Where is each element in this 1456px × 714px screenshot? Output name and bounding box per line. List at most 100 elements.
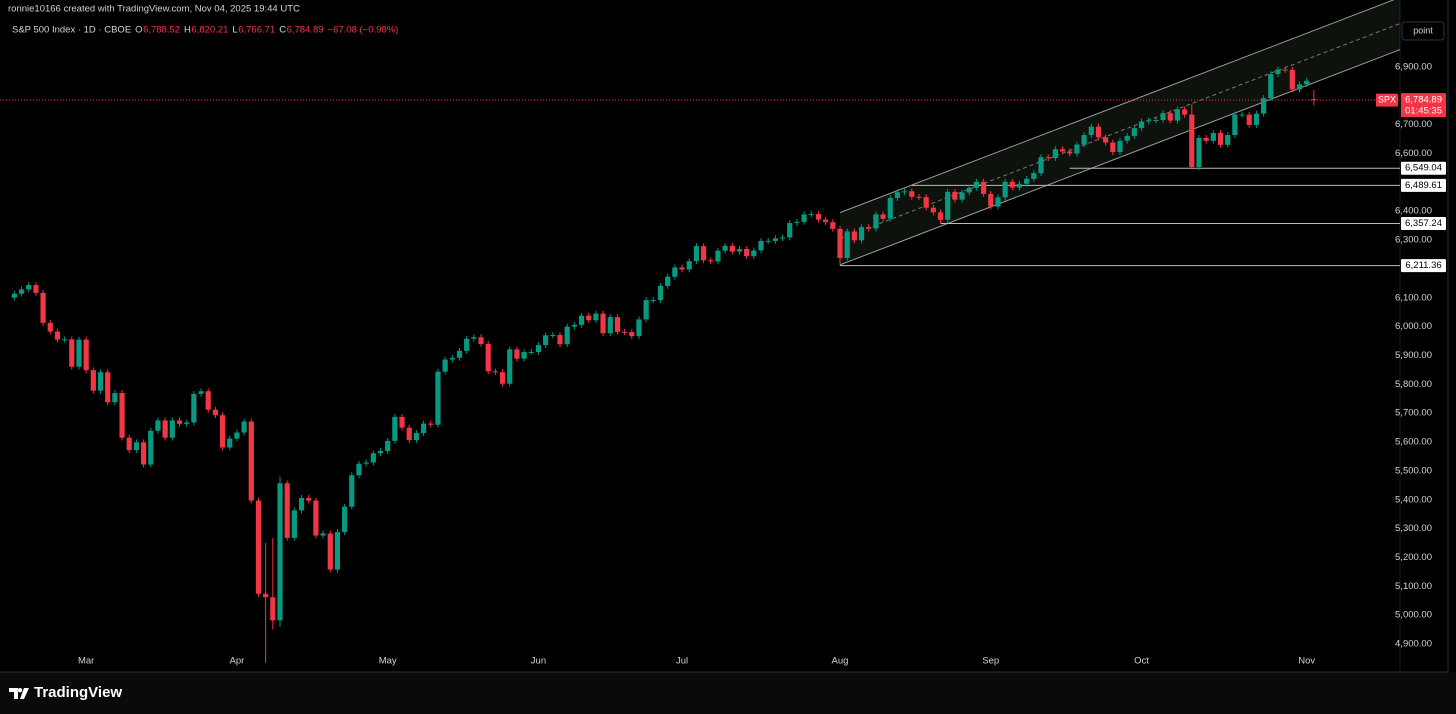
candle-body <box>191 393 197 423</box>
candle-body <box>370 453 376 463</box>
logo: TradingView <box>9 684 122 701</box>
candle-body <box>622 331 628 333</box>
point-button[interactable] <box>1401 21 1445 41</box>
candle-body <box>952 191 958 200</box>
y-tick-label: 5,000.00 <box>1395 610 1432 621</box>
candle-body <box>133 442 140 451</box>
candle-body <box>377 450 384 454</box>
candle-body <box>866 227 872 229</box>
candle-body <box>1088 126 1094 136</box>
candle-body <box>313 500 319 536</box>
level-label: 6,489.61 <box>1405 180 1442 191</box>
candle-body <box>291 510 297 538</box>
y-tick-label: 5,700.00 <box>1395 408 1432 419</box>
candle-body <box>995 197 1001 207</box>
candle-body <box>693 246 700 262</box>
candle-body <box>1131 128 1137 136</box>
candle-body <box>751 250 757 257</box>
candle-body <box>456 350 463 358</box>
candle-body <box>435 371 441 425</box>
candle-body <box>76 339 82 367</box>
candle-body <box>162 420 168 438</box>
candle-body <box>1289 69 1295 90</box>
candle-body <box>212 409 218 416</box>
candle-body <box>1031 173 1037 179</box>
legend-symbol: S&P 500 Index · 1D · CBOE <box>12 25 131 36</box>
candle-body <box>1253 113 1260 125</box>
level-label: 6,211.36 <box>1405 260 1441 271</box>
candle-body <box>241 421 247 433</box>
candle-body <box>823 219 829 223</box>
candle-body <box>126 437 132 451</box>
candle-body <box>1196 137 1202 168</box>
candle-body <box>1225 135 1231 145</box>
candle-body <box>499 372 506 384</box>
candle-body <box>1268 74 1274 99</box>
candle-body <box>1138 121 1145 129</box>
candle-body <box>18 289 25 294</box>
candle-body <box>966 187 972 193</box>
legend: S&P 500 Index · 1D · CBOE O 6,788.52 H 6,820… <box>12 25 398 36</box>
candle-body <box>1296 84 1303 90</box>
candle-body <box>980 181 987 194</box>
candle-body <box>119 392 125 438</box>
legend-c-label: C <box>279 25 286 36</box>
candle-body <box>1246 114 1252 125</box>
countdown-label: 01:45:35 <box>1405 106 1442 117</box>
candle-body <box>320 533 326 536</box>
x-tick-label: Sep <box>982 656 999 667</box>
candle-body <box>277 483 283 621</box>
legend-l-label: L <box>232 25 237 36</box>
last-price-box <box>1401 93 1446 118</box>
y-tick-label: 5,600.00 <box>1395 437 1432 448</box>
candle-body <box>902 191 908 193</box>
footer-bar <box>0 672 1456 714</box>
candle-body <box>600 313 606 334</box>
candle-body <box>478 337 484 344</box>
candle-body <box>442 359 448 372</box>
candle-body <box>83 339 89 371</box>
candle-body <box>1153 120 1159 122</box>
candle-body <box>69 339 75 367</box>
candle-body <box>787 223 793 238</box>
candle-body <box>586 315 592 321</box>
candle-body <box>1024 178 1030 184</box>
candle-body <box>830 222 836 229</box>
candle-body <box>198 391 204 394</box>
candle-body <box>593 313 599 321</box>
candle-body <box>614 317 621 332</box>
candle-body <box>298 498 305 511</box>
candle-body <box>399 416 405 428</box>
point-button-label[interactable]: point <box>1413 25 1433 35</box>
candle-body <box>413 433 420 441</box>
candle-body <box>263 593 269 598</box>
candle-body <box>708 260 714 262</box>
candle-body <box>54 331 61 340</box>
candle-body <box>1124 135 1130 141</box>
candle-body <box>1081 135 1087 145</box>
candle-body <box>514 349 520 359</box>
y-tick-label: 4,900.00 <box>1395 639 1432 650</box>
candle-body <box>744 249 750 257</box>
x-tick-label: Apr <box>230 656 245 667</box>
candle-body <box>1239 114 1245 116</box>
y-tick-label: 5,500.00 <box>1395 465 1432 476</box>
legend-o: 6,788.52 <box>143 25 180 36</box>
candle-body <box>1117 140 1123 153</box>
candle-body <box>543 335 549 346</box>
x-tick-label: Oct <box>1134 656 1149 667</box>
symbol-tag <box>1376 93 1398 107</box>
channel-median <box>839 23 1401 240</box>
candle-body <box>1002 181 1008 198</box>
brand: TradingView <box>34 684 122 701</box>
level-label-box <box>1401 259 1446 273</box>
y-tick-label: 6,400.00 <box>1395 206 1432 217</box>
candle-body <box>205 391 211 410</box>
candle-body <box>528 352 534 354</box>
candle-body <box>219 415 226 448</box>
candle-body <box>1282 69 1288 71</box>
candle-body <box>40 292 46 323</box>
candle-body <box>578 315 585 325</box>
candle-body <box>385 440 391 451</box>
